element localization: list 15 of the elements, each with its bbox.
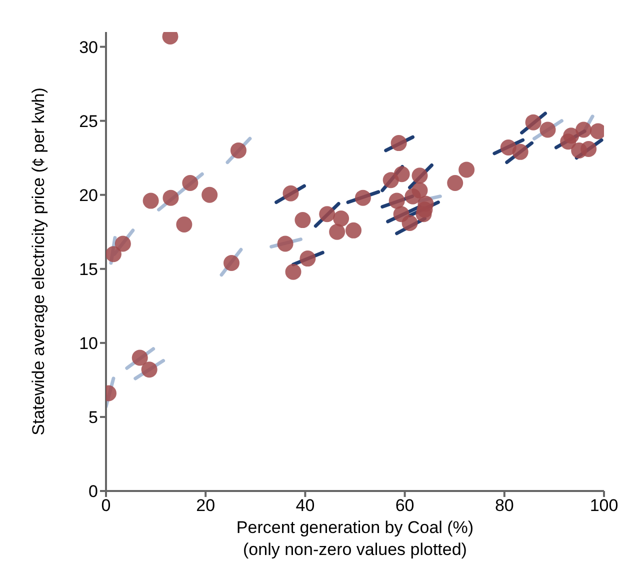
y-tick-label: 5 <box>88 408 98 428</box>
y-axis-title: Statewide average electricity price (¢ per kwh) <box>29 88 48 436</box>
x-tick-label: 0 <box>101 496 111 516</box>
y-tick-label: 15 <box>79 260 98 279</box>
y-tick-label: 30 <box>79 38 98 57</box>
x-axis-title: Percent generation by Coal (%) (only non-zero values plotted) <box>236 518 474 559</box>
x-tick-label: 20 <box>196 496 216 516</box>
y-tick-label: 20 <box>79 186 98 205</box>
x-tick-label: 80 <box>494 496 514 516</box>
x-tick-label: 40 <box>296 496 315 516</box>
y-tick-label: 10 <box>79 334 98 353</box>
y-tick-label: 0 <box>88 482 98 502</box>
x-tick-label: 60 <box>395 496 414 516</box>
y-tick-label: 25 <box>79 112 98 131</box>
x-tick-label: 100 <box>590 496 618 516</box>
